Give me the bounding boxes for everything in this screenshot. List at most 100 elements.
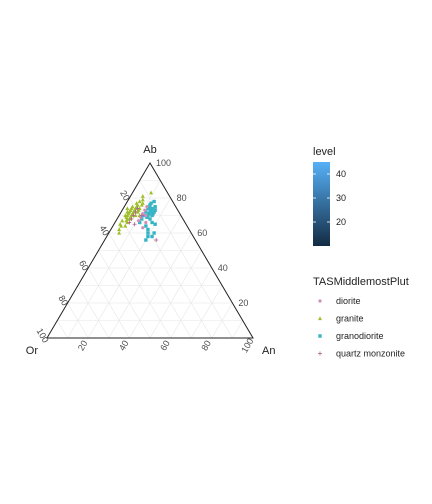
legend-label: diorite: [336, 296, 361, 306]
point-granite: [123, 223, 128, 228]
grid-line: [118, 215, 192, 339]
legend-key-quartz-monzonite: [318, 351, 322, 356]
grid-line: [87, 267, 130, 339]
point-granite: [125, 209, 130, 214]
point-granodiorite: [142, 213, 146, 218]
point-granite: [125, 216, 130, 221]
vertex-label-left: Or: [26, 345, 39, 357]
legend-key-granodiorite: [318, 334, 322, 338]
point-granodiorite: [144, 210, 148, 214]
tick-label-or: 80: [56, 294, 70, 308]
point-granodiorite: [150, 206, 154, 211]
tick-labels: 20 20 20 40 40 40 60 60 60 80 80 80 100 100 100: [35, 158, 256, 355]
tick-label-an: 20: [76, 339, 90, 353]
point-quartz-monzonite: [131, 213, 136, 218]
tick-label-ab: 80: [177, 193, 187, 203]
point-diorite: [137, 219, 141, 223]
tick-label-ab: 60: [197, 228, 207, 238]
point-granodiorite: [146, 234, 150, 239]
tick-label-an: 40: [117, 339, 131, 353]
color-bar: [313, 162, 330, 246]
tick-label-or: 20: [118, 189, 132, 203]
tick-label-an: 80: [199, 339, 213, 353]
point-granodiorite: [146, 206, 150, 211]
point-granodiorite: [138, 220, 142, 225]
color-bar-ticks: 20 30 40: [313, 169, 346, 227]
point-granite: [140, 201, 145, 205]
legend-label: granite: [336, 314, 364, 324]
point-quartz-monzonite: [139, 213, 144, 218]
point-granite: [119, 223, 124, 228]
point-granodiorite: [153, 205, 157, 209]
point-quartz-monzonite: [132, 222, 137, 227]
vertex-label-right: An: [262, 345, 275, 357]
point-granodiorite: [153, 208, 157, 212]
point-granodiorite: [148, 217, 152, 221]
point-granodiorite: [153, 222, 157, 226]
point-quartz-monzonite: [133, 210, 138, 214]
point-diorite: [141, 226, 145, 230]
point-granite: [140, 197, 145, 202]
point-granite: [134, 201, 139, 205]
point-granodiorite: [146, 213, 150, 218]
point-granite: [117, 230, 122, 235]
grid-line: [67, 302, 89, 339]
shape-legend: TASMiddlemostPlut diorite granite granodio…: [313, 276, 409, 359]
color-bar-tick-label: 20: [336, 217, 346, 227]
color-legend-title: level: [313, 146, 336, 158]
point-granodiorite: [146, 231, 150, 235]
point-granite: [117, 227, 122, 232]
point-granite: [120, 218, 125, 223]
tick-label-or: 100: [35, 326, 51, 344]
grid-line: [67, 180, 161, 339]
point-granite: [133, 213, 138, 218]
point-granodiorite: [144, 224, 148, 228]
point-granite: [128, 208, 133, 212]
grid-line: [57, 320, 68, 339]
legend-label: granodiorite: [336, 331, 384, 341]
point-granodiorite: [147, 212, 151, 216]
point-granodiorite: [149, 201, 153, 205]
grid-line: [190, 285, 223, 339]
grid-line: [232, 320, 243, 339]
tick-label-or: 40: [98, 224, 112, 238]
grid-line: [98, 250, 151, 339]
point-diorite: [145, 205, 149, 209]
tick-label-or: 60: [77, 259, 91, 273]
point-granodiorite: [140, 217, 144, 221]
point-granodiorite: [150, 220, 154, 225]
point-granodiorite: [148, 203, 152, 207]
point-granodiorite: [145, 215, 149, 219]
point-quartz-monzonite: [127, 220, 132, 225]
color-bar-tick-label: 40: [336, 169, 346, 179]
grid-line: [149, 250, 202, 339]
tick-label-an: 60: [158, 339, 172, 353]
shape-legend-entries: diorite granite granodiorite quartz monzoni…: [318, 296, 405, 359]
tick-label-ab: 100: [156, 158, 171, 168]
triangle-border: [46, 162, 254, 339]
point-quartz-monzonite: [135, 206, 140, 211]
grid-line: [108, 215, 182, 339]
grid-lines: [57, 180, 243, 339]
tick-label-ab: 40: [218, 263, 228, 273]
legend-key-granite: [318, 316, 322, 321]
point-granite: [125, 206, 130, 211]
point-granodiorite: [144, 238, 148, 242]
point-quartz-monzonite: [129, 217, 134, 221]
point-granite: [125, 220, 130, 225]
point-diorite: [144, 220, 148, 225]
point-quartz-monzonite: [154, 238, 159, 242]
grid-line: [170, 267, 213, 339]
point-granodiorite: [147, 205, 151, 209]
shape-legend-title: TASMiddlemostPlut: [313, 276, 409, 288]
point-granodiorite: [152, 231, 156, 235]
point-granodiorite: [149, 208, 153, 212]
point-granodiorite: [150, 213, 154, 218]
color-legend: level 20 30 40: [313, 146, 346, 246]
legend-label: quartz monzonite: [336, 349, 405, 359]
legend-key-diorite: [318, 299, 322, 303]
grid-line: [211, 302, 233, 339]
point-granodiorite: [146, 227, 150, 232]
grid-line: [77, 285, 110, 339]
